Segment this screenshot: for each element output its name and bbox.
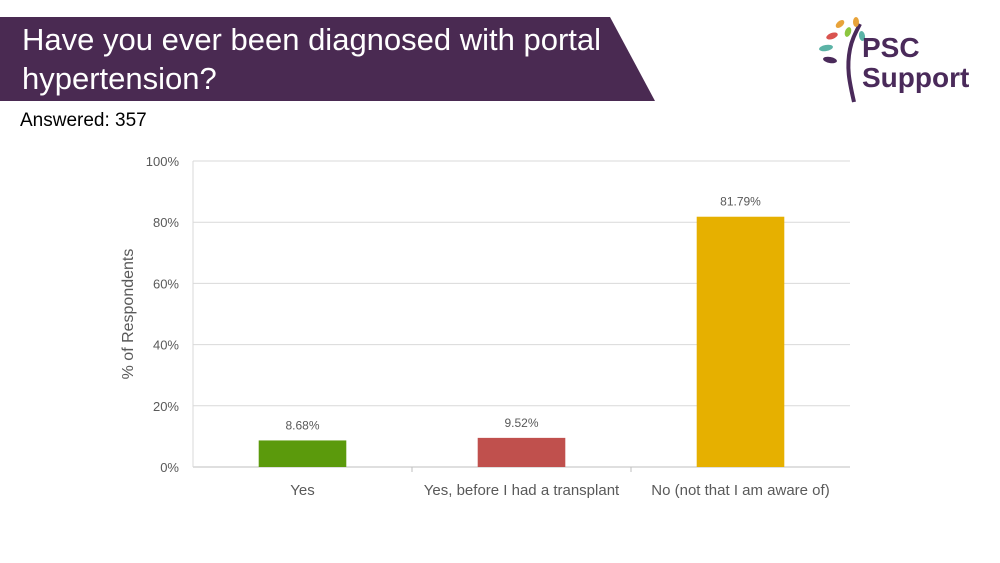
logo-text-psc: PSC: [862, 32, 920, 63]
data-label: 8.68%: [285, 418, 319, 432]
bar: [696, 216, 785, 467]
y-tick-label: 20%: [153, 399, 179, 414]
y-tick-label: 0%: [160, 460, 179, 475]
x-tick-label: No (not that I am aware of): [651, 482, 829, 499]
y-tick-label: 40%: [153, 338, 179, 353]
bar: [477, 437, 566, 467]
title-banner-shape: [0, 17, 655, 101]
y-tick-label: 80%: [153, 215, 179, 230]
y-tick-label: 60%: [153, 276, 179, 291]
y-tick-label: 100%: [146, 154, 180, 169]
bar: [258, 440, 347, 467]
y-axis-title: % of Respondents: [120, 249, 137, 380]
title-banner: Have you ever been diagnosed with portal…: [0, 0, 660, 102]
page-title: Have you ever been diagnosed with portal…: [22, 22, 602, 96]
logo-text-support: Support: [862, 62, 970, 93]
x-tick-label: Yes, before I had a transplant: [424, 482, 620, 499]
psc-support-logo: [819, 17, 866, 103]
x-tick-label: Yes: [290, 482, 314, 499]
answered-count: Answered: 357: [20, 110, 147, 131]
data-label: 81.79%: [720, 195, 761, 209]
data-label: 9.52%: [504, 416, 538, 430]
